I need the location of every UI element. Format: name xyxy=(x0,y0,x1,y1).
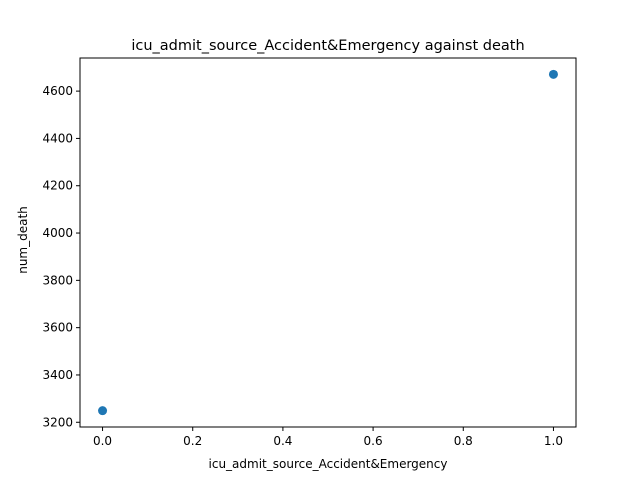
x-tick-label: 1.0 xyxy=(544,434,563,448)
data-point xyxy=(548,69,558,79)
x-tick-label: 0.0 xyxy=(93,434,112,448)
y-axis-label: num_death xyxy=(16,206,30,274)
x-tick-label: 0.6 xyxy=(364,434,383,448)
data-points xyxy=(98,69,558,416)
y-tick-label: 3400 xyxy=(42,368,73,382)
y-tick-label: 3200 xyxy=(42,415,73,429)
y-tick-label: 4200 xyxy=(42,179,73,193)
y-tick-label: 4400 xyxy=(42,131,73,145)
plot-area xyxy=(79,57,577,428)
x-axis-ticks: 0.0 0.2 0.4 0.6 0.8 1.0 xyxy=(93,427,563,448)
chart-title: icu_admit_source_Accident&Emergency agai… xyxy=(131,38,524,54)
y-tick-label: 4600 xyxy=(42,84,73,98)
data-point xyxy=(98,406,108,416)
x-axis-label: icu_admit_source_Accident&Emergency xyxy=(209,457,448,471)
x-tick-label: 0.8 xyxy=(454,434,473,448)
y-tick-label: 4000 xyxy=(42,226,73,240)
y-tick-label: 3800 xyxy=(42,273,73,287)
x-tick-label: 0.4 xyxy=(273,434,292,448)
y-tick-label: 3600 xyxy=(42,321,73,335)
x-tick-label: 0.2 xyxy=(183,434,202,448)
y-axis-ticks: 3200 3400 3600 3800 4000 4200 4400 4600 xyxy=(42,84,80,429)
